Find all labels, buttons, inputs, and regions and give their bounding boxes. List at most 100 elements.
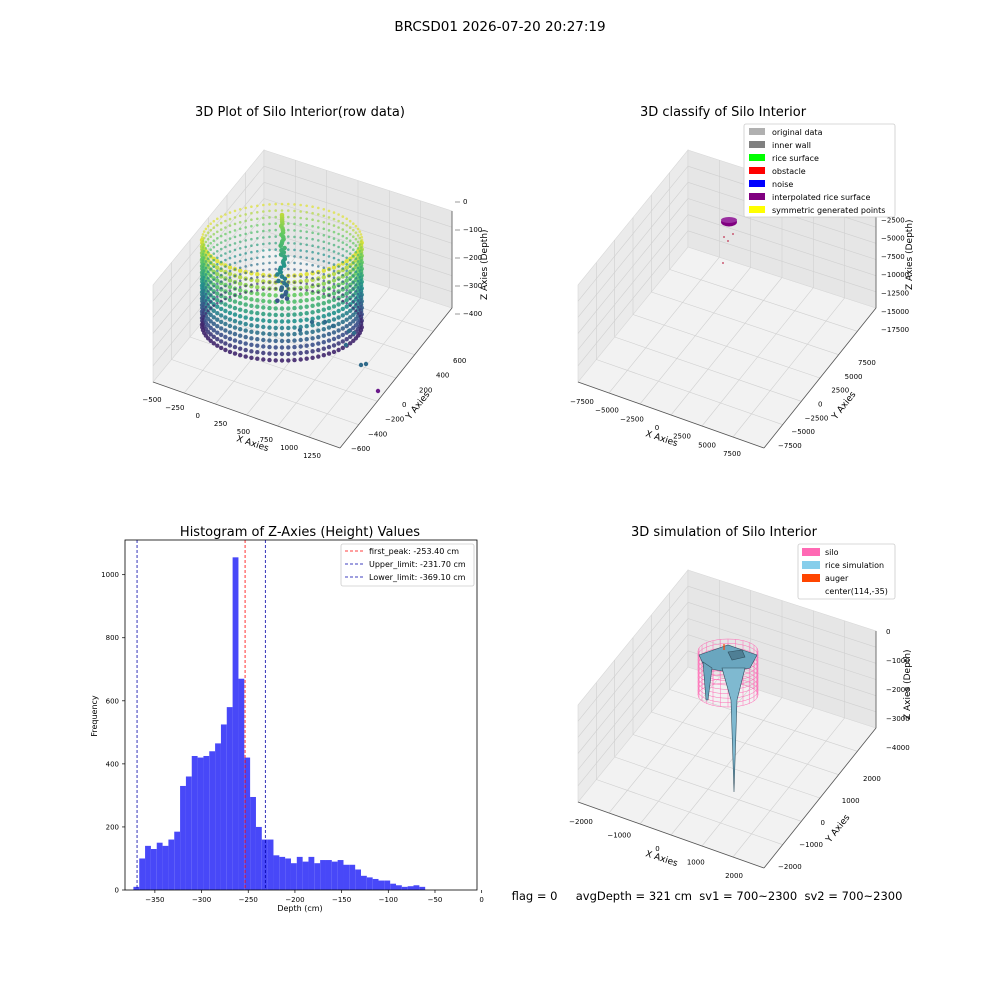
data-point [268, 288, 271, 291]
data-point [216, 218, 219, 221]
data-point [360, 318, 363, 321]
data-point [268, 275, 271, 278]
data-point [317, 278, 320, 281]
data-point [342, 267, 345, 270]
data-point [274, 352, 278, 356]
data-point [205, 293, 208, 296]
data-point [311, 277, 314, 280]
data-point [268, 249, 271, 252]
data-point [323, 228, 326, 231]
data-point [342, 293, 345, 296]
data-point [244, 291, 247, 294]
data-point [341, 313, 345, 317]
data-point [250, 283, 253, 286]
histogram-bar [273, 855, 279, 890]
data-point [229, 224, 232, 227]
data-point [268, 203, 271, 206]
data-point [287, 229, 290, 232]
data-point [224, 220, 227, 223]
data-point [349, 272, 352, 275]
histogram-bar [285, 858, 291, 890]
legend-label: symmetric generated points [772, 206, 885, 215]
data-point [207, 238, 210, 241]
histogram-bar [238, 679, 244, 890]
data-point [274, 229, 277, 232]
data-point [287, 281, 290, 284]
data-point [233, 312, 237, 316]
data-point [292, 351, 296, 355]
data-point [299, 351, 303, 355]
data-point [207, 244, 210, 247]
data-point [305, 250, 308, 253]
data-point [249, 336, 253, 340]
data-point [256, 237, 259, 240]
data-point [311, 290, 314, 293]
data-point [311, 283, 314, 286]
data-point [244, 272, 247, 275]
obstacle-point [722, 262, 724, 264]
data-point [244, 285, 247, 288]
data-point [234, 268, 237, 271]
data-point [352, 261, 355, 264]
data-point [268, 216, 271, 219]
histogram-bar [168, 840, 174, 890]
data-point [328, 229, 331, 232]
data-point [299, 312, 303, 316]
data-point [299, 288, 302, 291]
data-point [345, 224, 348, 227]
data-point [359, 302, 362, 305]
data-point [233, 351, 237, 355]
data-point [203, 315, 206, 318]
data-point [281, 209, 284, 212]
data-point [357, 260, 360, 263]
data-point [244, 278, 247, 281]
data-point [293, 255, 296, 258]
data-point [292, 319, 296, 323]
x-tick-label: −150 [332, 896, 351, 904]
histogram-bar [390, 884, 396, 890]
panel4-axes-box [578, 570, 876, 868]
data-point [229, 211, 232, 214]
data-point [205, 267, 208, 270]
histogram-bar [209, 751, 215, 890]
data-point [280, 306, 284, 310]
data-point [299, 269, 302, 272]
data-point [345, 272, 349, 276]
data-point [305, 285, 309, 289]
data-point [267, 345, 271, 349]
data-point [310, 304, 314, 308]
data-point [360, 292, 363, 295]
data-point [311, 238, 314, 241]
data-point [255, 311, 259, 315]
data-point [293, 236, 296, 239]
data-point [255, 279, 259, 283]
data-point [328, 275, 331, 278]
data-point [355, 225, 358, 228]
histogram-bar [151, 849, 157, 890]
data-point [256, 244, 259, 247]
data-point [293, 223, 296, 226]
data-point [274, 313, 278, 317]
data-point [310, 336, 314, 340]
data-point [333, 231, 336, 234]
panel-histogram: Histogram of Z-Axies (Height) Values −35… [90, 525, 484, 913]
data-point [207, 296, 210, 299]
data-point [355, 309, 358, 312]
data-point [219, 320, 223, 324]
data-point [336, 322, 340, 326]
data-point [345, 244, 348, 247]
data-point [238, 353, 242, 357]
panel1-title: 3D Plot of Silo Interior(row data) [195, 105, 405, 120]
data-point [250, 270, 253, 273]
data-point [224, 272, 227, 275]
data-point [229, 276, 232, 279]
data-point [359, 282, 362, 285]
data-point [249, 317, 253, 321]
data-point [342, 254, 345, 257]
data-point [256, 205, 259, 208]
data-point [305, 337, 309, 341]
data-point [244, 207, 247, 210]
data-point [360, 266, 363, 269]
data-point [342, 235, 345, 238]
z-tick-label: −15000 [881, 308, 909, 316]
